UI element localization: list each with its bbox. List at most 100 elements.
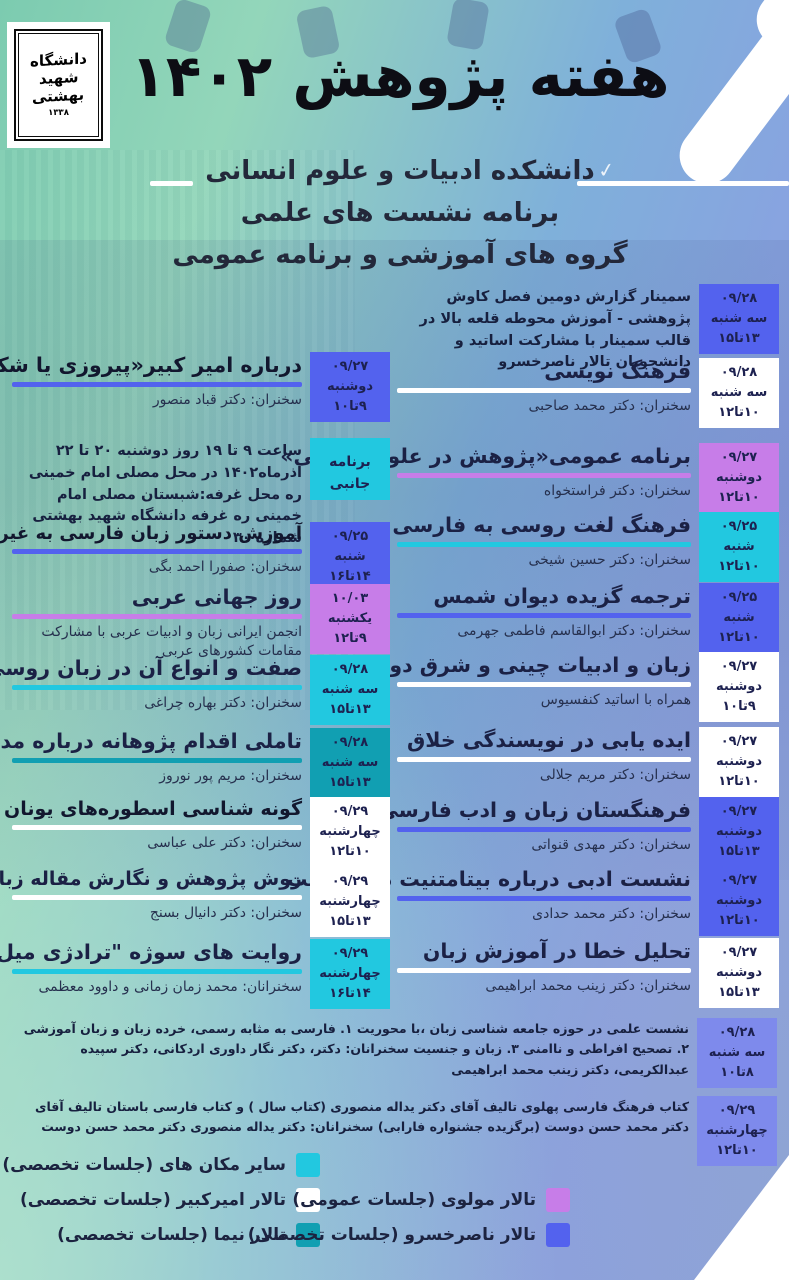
session-speaker: سخنران: دکتر زینب محمد ابراهیمی	[485, 977, 691, 994]
sessions-column-right: ۰۹/۲۸ سه شنبه ۱۳تا۱۵ سمینار گزارش دومین …	[280, 284, 779, 1014]
session-speaker: سخنرانان: محمد زمان زمانی و داوود معظمی	[38, 978, 302, 995]
session-date: ۰۹/۲۷	[720, 873, 758, 888]
session-title: گونه شناسی اسطوره‌های یونان باستان	[0, 798, 302, 820]
auditorium-photo-overlay	[0, 240, 789, 880]
session-card: ۰۹/۲۵ شنبه ۱۰تا۱۲ فرهنگ لغت روسی به فارس…	[392, 512, 779, 583]
session-date: ۰۹/۲۸	[718, 1025, 756, 1040]
session-time: ۱۴تا۱۶	[329, 986, 371, 1002]
session-date-badge: ۰۹/۲۵ شنبه ۱۴تا۱۶	[310, 522, 390, 593]
session-date: ۰۹/۲۷	[331, 359, 369, 374]
session-day: سه شنبه	[321, 755, 379, 771]
session-time: ۱۰تا۱۲	[718, 559, 760, 575]
logo-text: شهید	[38, 68, 79, 89]
session-day: دوشنبه	[715, 754, 763, 770]
session-date-badge: ۰۹/۲۸ سه شنبه ۱۳تا۱۵	[310, 728, 390, 799]
session-date: ۰۹/۲۸	[720, 291, 758, 306]
session-card: ۰۹/۲۷ دوشنبه ۱۰تا۱۲ نشست ادبی درباره بیت…	[286, 866, 779, 937]
legend-item: تالار نیما (جلسات تخصصی)	[57, 1223, 320, 1247]
session-time: ۱۳تا۱۵	[718, 331, 760, 347]
session-speaker: سخنران: صفورا احمد بگی	[148, 558, 302, 575]
session-time: ۱۰تا۱۲	[718, 405, 760, 421]
subtitle-line: برنامه نشست های علمی	[240, 198, 560, 229]
sessions-column-bottom: ۰۹/۲۸ سه شنبه ۸تا۱۰ نشست علمی در حوزه جا…	[9, 1018, 777, 1178]
session-title: تحلیل خطا در آموزش زبان	[422, 939, 691, 963]
session-date-badge: ۰۹/۲۹ چهارشنبه ۱۳تا۱۵	[310, 867, 390, 938]
venue-color-swatch	[296, 1153, 320, 1177]
session-speaker: سخنران: دکتر مهدی قنواتی	[531, 836, 691, 853]
venue-color-swatch	[296, 1223, 320, 1247]
venue-color-swatch	[296, 1188, 320, 1212]
session-time: ۱۳تا۱۵	[329, 775, 371, 791]
session-card: ۰۹/۲۵ شنبه ۱۴تا۱۶ آموزش دستور زبان فارسی…	[0, 522, 390, 593]
session-day: دوشنبه	[326, 379, 374, 395]
session-card: ۰۹/۲۸ سه شنبه ۱۳تا۱۵ سمینار گزارش دومین …	[397, 284, 779, 374]
session-card: ۱۰/۰۳ یکشنبه ۹تا۱۲ روز جهانی عربی انجمن …	[12, 584, 390, 662]
legend-item: تالار مولوی (جلسات عمومی)	[292, 1188, 570, 1212]
session-underline	[397, 682, 691, 687]
session-card: ۰۹/۲۸ سه شنبه ۸تا۱۰ نشست علمی در حوزه جا…	[9, 1018, 777, 1089]
session-card: ۰۹/۲۸ سه شنبه ۱۳تا۱۵ صفت و انواع آن در ز…	[0, 655, 390, 726]
session-date: ۰۹/۲۸	[331, 662, 369, 677]
venue-legend-main: تالار مولوی (جلسات عمومی) تالار ناصرخسرو…	[248, 1188, 570, 1247]
session-speaker: سخنران: دکتر مریم جلالی	[539, 766, 691, 783]
session-date: ۰۹/۲۷	[720, 945, 758, 960]
session-date: ۱۰/۰۳	[331, 591, 369, 606]
session-date: ۰۹/۲۷	[720, 450, 758, 465]
session-underline	[12, 549, 302, 554]
venue-label: سایر مکان های (جلسات تخصصی)	[2, 1155, 286, 1175]
session-card: ۰۹/۲۷ دوشنبه ۹تا۱۰ زبان و ادبیات چینی و …	[377, 652, 779, 723]
session-day: شنبه	[334, 549, 366, 565]
session-speaker: سخنران: دکتر ابوالقاسم فاطمی جهرمی	[457, 622, 691, 639]
session-card: ۰۹/۲۸ سه شنبه ۱۳تا۱۵ تاملی اقدام پژوهانه…	[0, 728, 390, 799]
session-day: سه شنبه	[710, 311, 768, 327]
session-date: ۰۹/۲۸	[720, 365, 758, 380]
session-time: ۱۴تا۱۶	[329, 569, 371, 585]
session-underline	[12, 969, 302, 974]
deco-line	[150, 181, 193, 186]
session-underline	[12, 825, 302, 830]
session-card: ۰۹/۲۸ سه شنبه ۱۰تا۱۲ فرهنگ نویسی سخنران:…	[397, 358, 779, 429]
session-card: ۰۹/۲۷ دوشنبه ۱۳تا۱۵ تحلیل خطا در آموزش ز…	[397, 938, 779, 1009]
side-program-card: برنامه جانبی ساعت ۹ تا ۱۹ روز دوشنبه ۲۰ …	[12, 438, 390, 550]
session-title: زبان و ادبیات چینی و شرق دور	[377, 653, 691, 677]
session-speaker: سخنران: دکتر حسین شیخی	[528, 551, 692, 568]
session-date: ۰۹/۲۸	[331, 735, 369, 750]
subtitle-line: دانشکده ادبیات و علوم انسانی	[205, 156, 595, 186]
poster-subtitle: دانشکده ادبیات و علوم انسانی برنامه نشست…	[110, 150, 690, 276]
session-underline	[397, 968, 691, 973]
session-date-badge: ۱۰/۰۳ یکشنبه ۹تا۱۲	[310, 584, 390, 655]
session-card: ۰۹/۲۷ دوشنبه ۹تا۱۰ درباره امیر کبیر«پیرو…	[0, 352, 390, 423]
session-date-badge: ۰۹/۲۷ دوشنبه ۱۰تا۱۲	[699, 727, 779, 798]
session-date-badge: ۰۹/۲۹ چهارشنبه ۱۴تا۱۶	[310, 939, 390, 1010]
session-day: چهارشنبه	[319, 894, 381, 910]
session-title: روز جهانی عربی	[131, 585, 302, 609]
session-date: ۰۹/۲۵	[331, 529, 369, 544]
session-time: ۱۳تا۱۵	[329, 702, 371, 718]
session-title: نشست ادبی درباره بیتامتنیت در فاوست	[286, 867, 691, 891]
session-speaker: سخنران: دکتر فراستخواه	[543, 482, 691, 499]
venue-label: تالار امیرکبیر (جلسات تخصصی)	[19, 1190, 286, 1210]
session-card: ۰۹/۲۹ چهارشنبه ۱۴تا۱۶ روایت های سوژه "تر…	[0, 939, 390, 1010]
logo-year: ۱۳۳۸	[48, 107, 69, 118]
session-title: روش پژوهش و نگارش مقاله زبان فرانسه	[0, 868, 302, 890]
legend-item: تالار ناصرخسرو (جلسات تخصصی)	[248, 1223, 570, 1247]
session-date-badge: ۰۹/۲۵ شنبه ۱۰تا۱۲	[699, 512, 779, 583]
subtitle-line: گروه های آموزشی و برنامه عمومی	[172, 240, 628, 271]
session-date-badge: ۰۹/۲۷ دوشنبه ۹تا۱۰	[310, 352, 390, 423]
session-date: ۰۹/۲۷	[720, 804, 758, 819]
session-description: سمینار گزارش دومین فصل کاوش پژوهشی - آمو…	[419, 289, 692, 371]
session-date-badge: ۰۹/۲۵ شنبه ۱۰تا۱۲	[699, 583, 779, 654]
session-date: ۰۹/۲۹	[331, 946, 369, 961]
session-date-badge: ۰۹/۲۷ دوشنبه ۱۰تا۱۲	[699, 443, 779, 514]
session-underline	[397, 542, 691, 547]
session-date-badge: ۰۹/۲۷ دوشنبه ۱۳تا۱۵	[699, 797, 779, 868]
session-title: برنامه عمومی«پژوهش در علوم انسانی»	[280, 444, 691, 468]
session-date: ۰۹/۲۹	[331, 804, 369, 819]
session-time: ۹تا۱۰	[722, 699, 756, 715]
session-time: ۱۳تا۱۵	[718, 844, 760, 860]
venue-legend-specialized: سایر مکان های (جلسات تخصصی) تالار امیرکب…	[2, 1153, 320, 1247]
session-date-badge: ۰۹/۲۸ سه شنبه ۱۳تا۱۵	[310, 655, 390, 726]
session-underline	[397, 388, 691, 393]
session-day: چهارشنبه	[319, 824, 381, 840]
session-date: ۰۹/۲۹	[718, 1103, 756, 1118]
